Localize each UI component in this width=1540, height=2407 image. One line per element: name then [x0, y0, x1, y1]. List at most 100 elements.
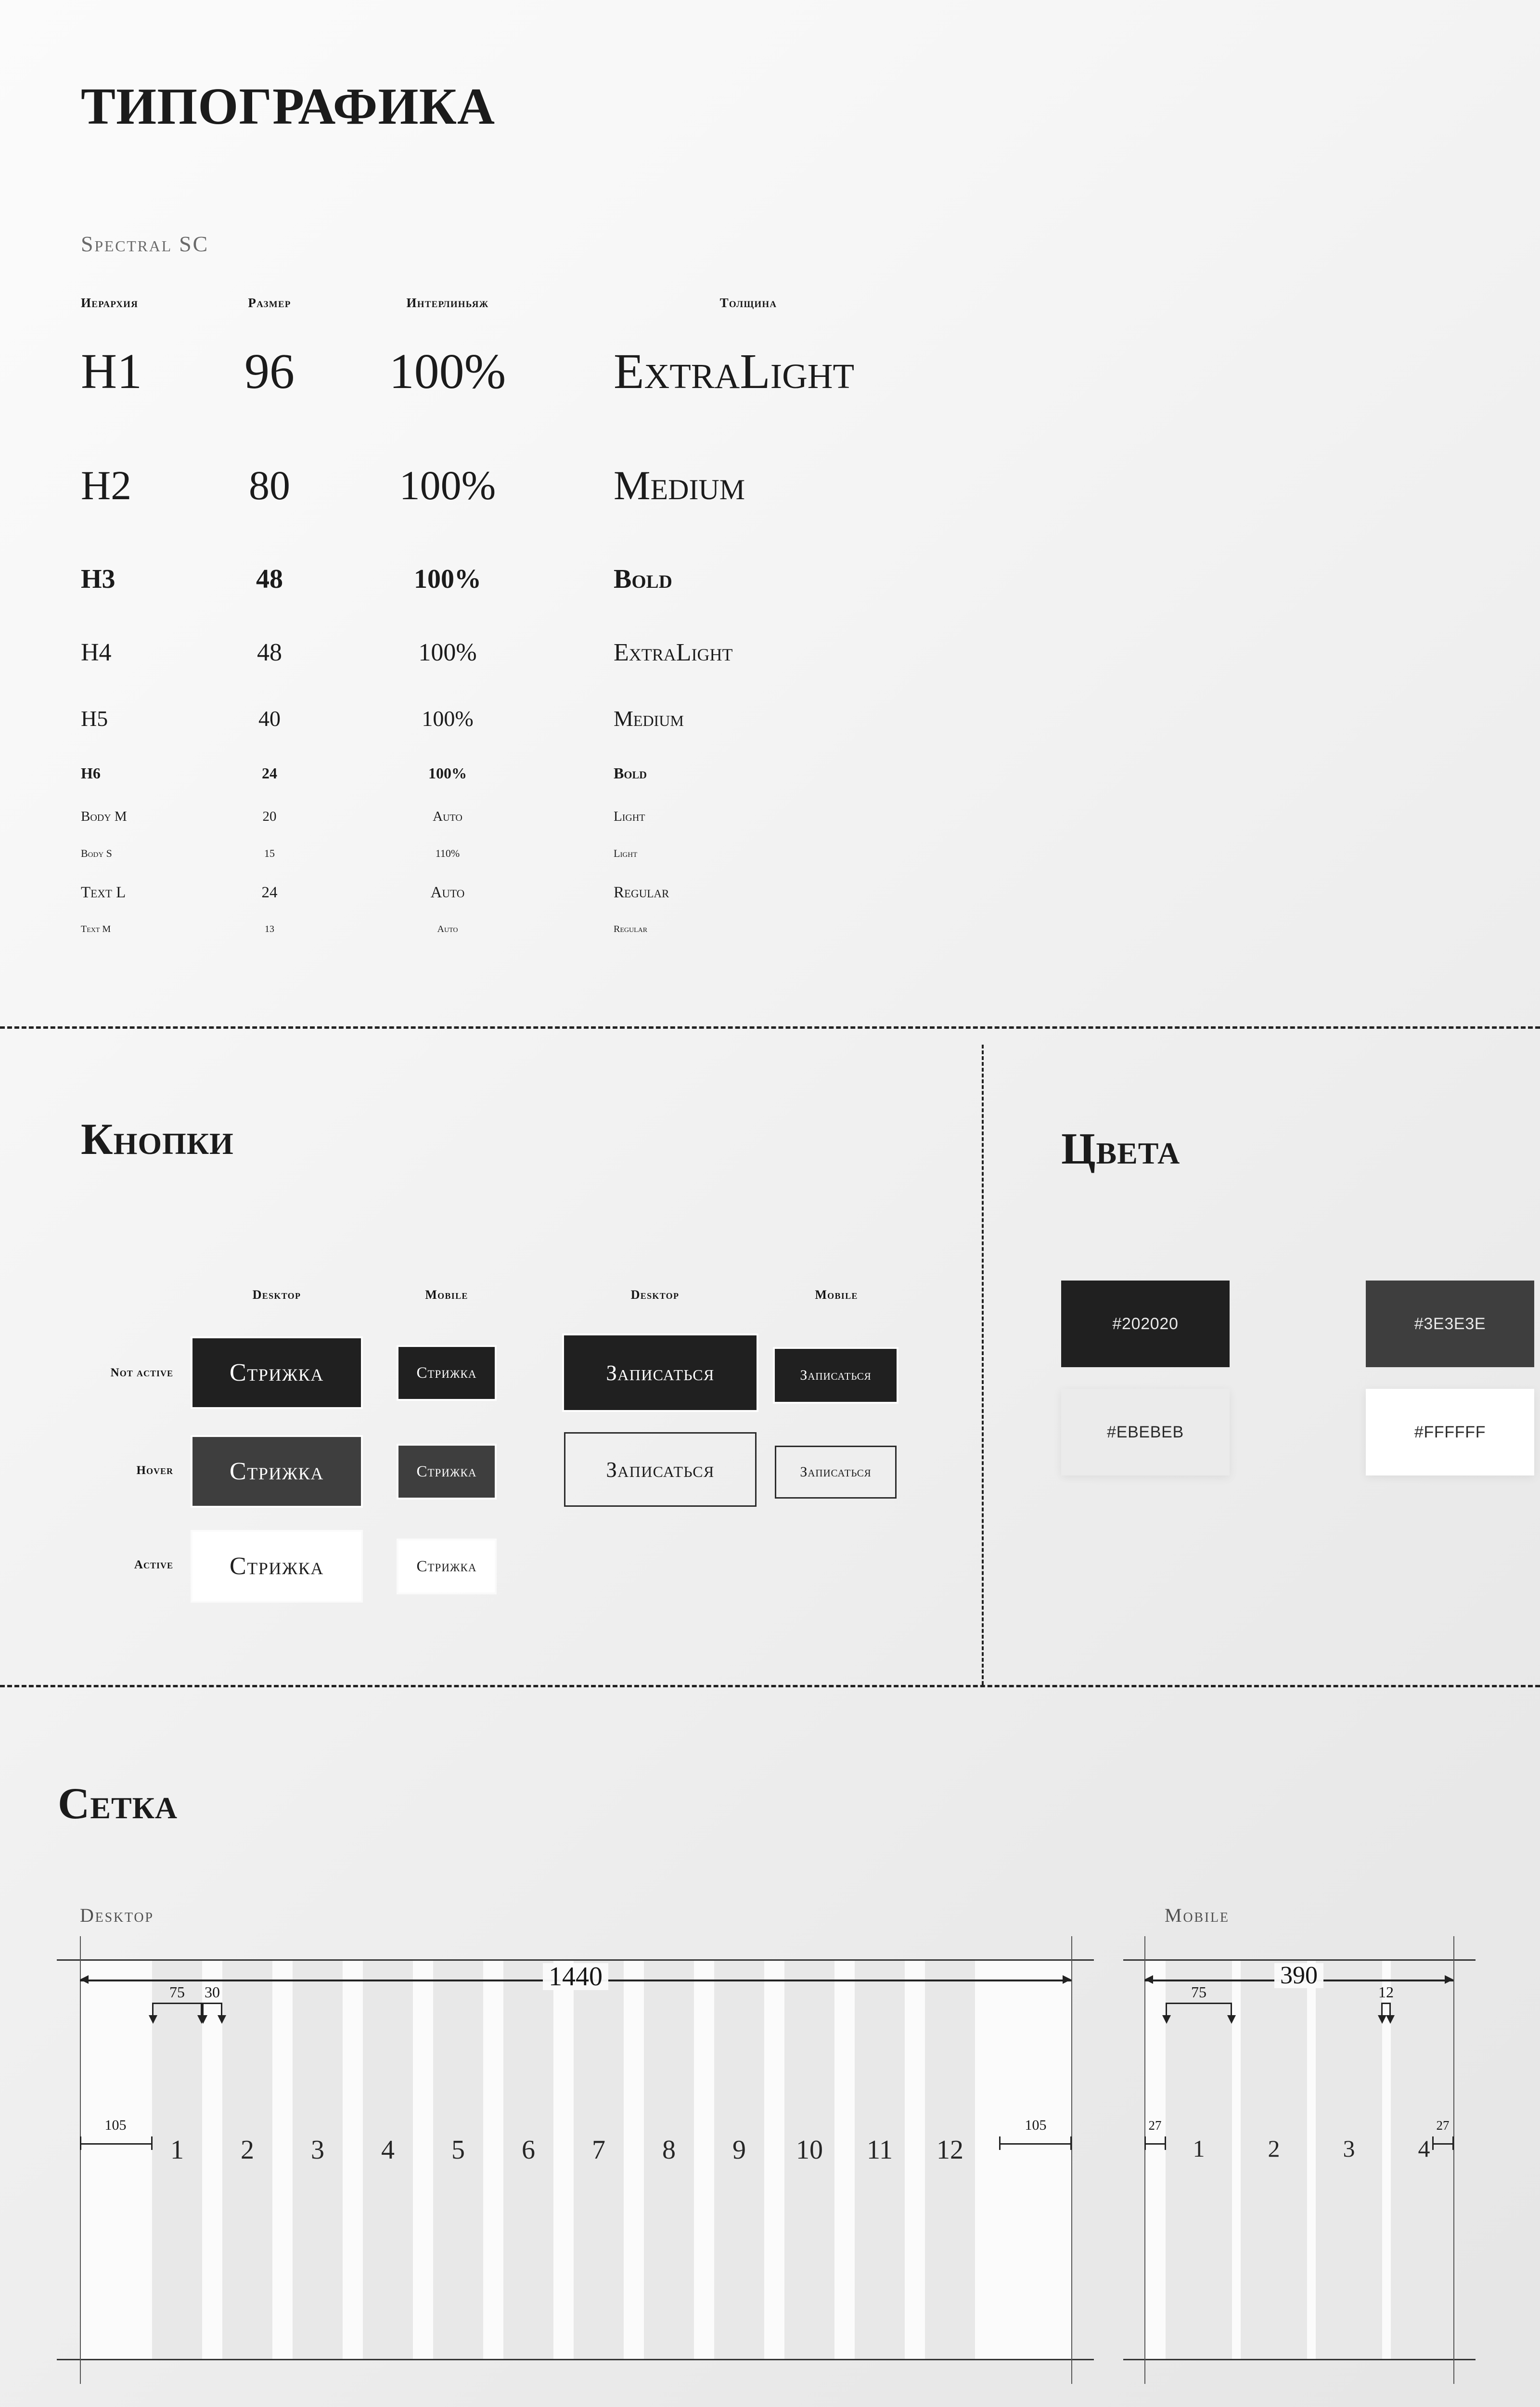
typography-cell-leading: Auto [430, 884, 465, 901]
grid-desktop-gutter-arrow-right [218, 2015, 226, 2024]
grid-desktop-column-number: 8 [662, 2135, 676, 2165]
typography-cell-weight: Regular [614, 884, 669, 901]
buttons-title: Кнопки [81, 1114, 234, 1164]
buttons-row-label-active: Active [134, 1558, 173, 1571]
typography-row: Text L 24 Auto Regular [0, 885, 1540, 902]
grid-desktop-column-number: 5 [451, 2135, 465, 2165]
typography-cell-size: 24 [262, 764, 277, 782]
typography-cell-leading: Auto [433, 809, 462, 824]
grid-desktop-colwidth-bracket [152, 2003, 202, 2015]
typography-row: H6 24 100% Bold [0, 765, 1540, 784]
grid-mobile-column-width-value: 75 [1191, 1983, 1206, 2001]
grid-desktop-gutter-value: 30 [205, 1983, 220, 2001]
button-haircut-desktop-active[interactable]: Стрижка [192, 1532, 361, 1601]
typography-row: Text M 13 Auto Regular [0, 924, 1540, 936]
grid-mobile-column-number: 3 [1343, 2135, 1355, 2162]
grid-desktop-panel [80, 1960, 1071, 2359]
typography-cell-weight: ExtraLight [614, 344, 855, 399]
typography-title: ТИПОГРАФИКА [81, 78, 496, 135]
grid-mobile-width-arrow-left [1144, 1975, 1153, 1984]
buttons-section: Кнопки Desktop Mobile Desktop Mobile Not… [0, 1025, 982, 1685]
grid-desktop-column-number: 10 [796, 2135, 823, 2165]
grid-desktop-top-rule [57, 1959, 1094, 1961]
button-signup-mobile-hover[interactable]: Записаться [775, 1446, 897, 1499]
section-divider-top [0, 1026, 1540, 1029]
buttons-column-header-mobile-1: Mobile [425, 1288, 468, 1302]
grid-mobile-column-number: 1 [1193, 2135, 1205, 2162]
color-swatch-ffffff[interactable]: #FFFFFF [1366, 1389, 1534, 1475]
grid-desktop-column-number: 9 [732, 2135, 746, 2165]
grid-desktop-label: Desktop [80, 1904, 154, 1926]
grid-desktop-colwidth-arrow-left [149, 2015, 157, 2024]
grid-title: Сетка [58, 1779, 178, 1828]
typography-cell-leading: Auto [437, 924, 458, 934]
typography-header-leading: Интерлиньяж [406, 296, 489, 310]
grid-mobile-width-arrow-right [1445, 1975, 1453, 1984]
grid-mobile-margin-right-tick-b [1452, 2136, 1454, 2150]
grid-desktop-margin-left-tick-b [151, 2136, 153, 2150]
typography-cell-leading: 100% [422, 706, 474, 731]
typography-cell-weight: ExtraLight [614, 639, 733, 666]
typography-cell-size: 13 [265, 924, 274, 934]
grid-desktop-margin-left-tick-a [80, 2136, 81, 2150]
grid-desktop-column-number: 4 [381, 2135, 395, 2165]
grid-mobile-width-value: 390 [1274, 1963, 1323, 1988]
typography-cell-leading: 100% [414, 564, 481, 594]
typography-cell-hierarchy: Text M [81, 924, 111, 934]
typography-header-hierarchy: Иерархия [81, 296, 139, 310]
grid-mobile-column-number: 2 [1268, 2135, 1280, 2162]
grid-desktop-margin-right-dimline [999, 2143, 1071, 2145]
typography-cell-hierarchy: H2 [81, 462, 132, 508]
color-swatch-3e3e3e[interactable]: #3E3E3E [1366, 1281, 1534, 1367]
color-swatch-ebebeb[interactable]: #EBEBEB [1061, 1389, 1230, 1475]
grid-desktop-margin-left-dimline [80, 2143, 152, 2145]
button-haircut-desktop-hover[interactable]: Стрижка [192, 1437, 361, 1506]
typography-cell-hierarchy: H1 [81, 344, 142, 399]
typography-header-weight: Толщина [719, 296, 777, 310]
grid-mobile-gutter-bracket [1381, 2003, 1391, 2015]
grid-section: Сетка Desktop 1440 [0, 1685, 1540, 2407]
grid-mobile-extension-left [1144, 1936, 1145, 2384]
button-haircut-mobile-active[interactable]: Стрижка [398, 1540, 495, 1592]
typography-row: H5 40 100% Medium [0, 708, 1540, 735]
grid-desktop-column-number: 7 [592, 2135, 605, 2165]
grid-desktop-column-number: 12 [937, 2135, 963, 2165]
typography-cell-leading: 110% [435, 847, 460, 859]
grid-desktop-column-number: 3 [311, 2135, 324, 2165]
grid-mobile-colwidth-bracket [1166, 2003, 1232, 2015]
typography-cell-hierarchy: Text L [81, 884, 126, 901]
typography-cell-size: 96 [244, 344, 295, 399]
color-swatch-202020[interactable]: #202020 [1061, 1281, 1230, 1367]
grid-mobile-label: Mobile [1165, 1904, 1230, 1926]
typography-row: Body M 20 Auto Light [0, 810, 1540, 825]
typography-cell-hierarchy: Body S [81, 847, 112, 859]
typography-cell-weight: Regular [614, 924, 648, 934]
button-haircut-mobile-hover[interactable]: Стрижка [398, 1446, 495, 1498]
grid-desktop-margin-left-value: 105 [104, 2117, 127, 2133]
grid-desktop-margin-right-tick-a [999, 2136, 1001, 2150]
grid-mobile-margin-right-value: 27 [1436, 2118, 1450, 2133]
typography-row: Body S 15 110% Light [0, 848, 1540, 861]
section-divider-bottom [0, 1685, 1540, 1687]
grid-desktop-column-number: 2 [241, 2135, 254, 2165]
button-signup-desktop-not-active[interactable]: Записаться [564, 1335, 757, 1410]
grid-mobile-margin-left-value: 27 [1148, 2118, 1162, 2133]
button-signup-mobile-not-active[interactable]: Записаться [775, 1349, 897, 1402]
button-haircut-desktop-not-active[interactable]: Стрижка [192, 1338, 361, 1407]
typography-cell-weight: Light [614, 847, 638, 859]
grid-mobile-column-number: 4 [1418, 2135, 1430, 2162]
button-haircut-mobile-not-active[interactable]: Стрижка [398, 1347, 495, 1399]
typography-cell-weight: Bold [614, 564, 672, 594]
typography-cell-weight: Medium [614, 462, 745, 508]
button-signup-desktop-hover[interactable]: Записаться [564, 1432, 757, 1507]
grid-mobile-gutter-arrow-right [1386, 2015, 1395, 2024]
typography-cell-leading: 100% [389, 344, 506, 399]
grid-mobile-panel [1144, 1960, 1457, 2359]
grid-mobile-colwidth-arrow-left [1162, 2015, 1171, 2024]
typography-cell-size: 80 [249, 462, 290, 508]
grid-mobile-gutter-value: 12 [1378, 1983, 1394, 2001]
typography-row: H3 48 100% Bold [0, 566, 1540, 599]
section-divider-vertical [982, 1045, 984, 1685]
typography-row: H4 48 100% ExtraLight [0, 640, 1540, 671]
grid-desktop-extension-right [1071, 1936, 1072, 2384]
